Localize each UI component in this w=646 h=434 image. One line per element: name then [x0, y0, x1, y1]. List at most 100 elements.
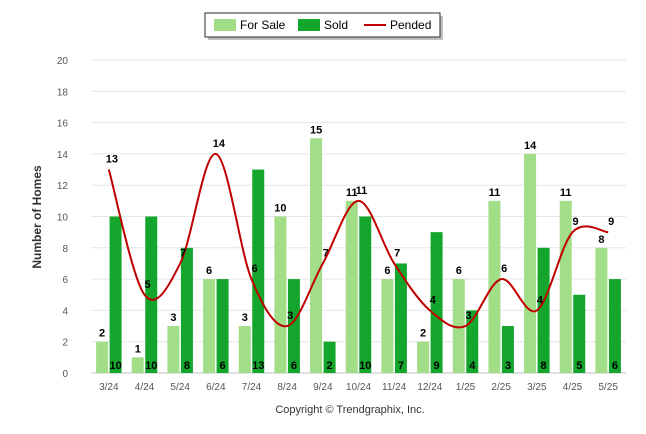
x-tick-label: 12/24 [417, 382, 442, 393]
pended-value-label: 7 [180, 247, 186, 259]
legend-label: For Sale [240, 18, 286, 32]
sold-value-label: 13 [252, 360, 264, 372]
for-sale-value-label: 11 [489, 187, 501, 199]
sold-bar [359, 216, 372, 373]
y-tick-label: 4 [62, 306, 68, 317]
pended-value-label: 9 [608, 216, 614, 228]
sold-bar [109, 216, 122, 373]
legend-label: Sold [324, 18, 348, 32]
for-sale-value-label: 8 [598, 234, 604, 246]
sold-value-label: 6 [291, 360, 297, 372]
x-tick-label: 1/25 [456, 382, 476, 393]
for-sale-value-label: 15 [310, 124, 322, 136]
for-sale-bar [345, 200, 358, 373]
sold-value-label: 8 [541, 360, 547, 372]
for-sale-value-label: 3 [170, 312, 176, 324]
sold-bar [287, 279, 300, 373]
x-tick-label: 11/24 [382, 382, 407, 393]
for-sale-value-label: 3 [242, 312, 248, 324]
x-tick-label: 2/25 [491, 382, 511, 393]
gridlines [91, 59, 626, 374]
for-sale-value-label: 10 [274, 203, 286, 215]
y-tick-label: 6 [62, 275, 68, 286]
sold-value-label: 8 [184, 360, 190, 372]
y-axis-title: Number of Homes [30, 165, 44, 269]
sold-bar [145, 216, 158, 373]
pended-line [107, 152, 609, 329]
sold-bar [608, 279, 621, 373]
legend-label: Pended [390, 18, 431, 32]
sold-bar [252, 169, 265, 373]
for-sale-bar [238, 326, 251, 373]
for-sale-value-label: 11 [560, 187, 572, 199]
for-sale-bar [417, 341, 430, 373]
legend-swatch [298, 19, 320, 31]
bars [96, 138, 621, 373]
sold-value-label: 10 [109, 360, 121, 372]
pended-value-label: 5 [144, 279, 150, 291]
sold-value-label: 10 [359, 360, 371, 372]
pended-value-label: 7 [323, 247, 329, 259]
x-tick-label: 7/24 [242, 382, 262, 393]
y-tick-label: 14 [57, 150, 69, 161]
for-sale-value-label: 1 [135, 343, 141, 355]
legend-item[interactable]: For Sale [214, 18, 286, 32]
pended-value-label: 11 [356, 185, 368, 197]
y-tick-label: 20 [57, 56, 69, 67]
for-sale-value-label: 6 [206, 265, 212, 277]
sold-value-label: 7 [398, 360, 404, 372]
x-tick-label: 3/25 [527, 382, 547, 393]
for-sale-bar [488, 200, 501, 373]
sold-value-label: 6 [612, 360, 618, 372]
x-tick-label: 5/25 [598, 382, 618, 393]
sold-bar [216, 279, 229, 373]
pended-value-label: 6 [251, 263, 257, 275]
for-sale-bar [203, 279, 216, 373]
sold-bar [501, 326, 514, 373]
x-tick-label: 10/24 [346, 382, 371, 393]
legend-swatch [214, 19, 236, 31]
y-tick-label: 8 [62, 244, 68, 255]
sold-bar [466, 310, 479, 373]
for-sale-value-label: 2 [99, 328, 105, 340]
pended-value-label: 4 [537, 294, 544, 306]
legend[interactable]: For Sale Sold Pended [204, 12, 443, 40]
y-tick-label: 12 [57, 181, 69, 192]
legend-item[interactable]: Pended [364, 18, 431, 32]
pended-value-label: 4 [430, 294, 437, 306]
for-sale-bar [131, 357, 144, 373]
legend-box [204, 12, 441, 38]
pended-value-label: 3 [287, 310, 293, 322]
y-tick-label: 2 [62, 338, 68, 349]
sold-bar [573, 294, 586, 373]
sold-bar [430, 232, 443, 373]
for-sale-bar [96, 341, 109, 373]
x-axis-ticks: 3/24 4/24 5/24 6/24 7/24 8/24 9/24 10/24 11/24 12… [99, 382, 618, 393]
x-tick-label: 3/24 [99, 382, 119, 393]
for-sale-bar [381, 279, 394, 373]
y-axis-ticks: 0 2 4 6 8 10 12 14 16 18 20 [57, 56, 69, 380]
sold-value-label: 9 [434, 360, 440, 372]
sold-value-label: 5 [576, 360, 582, 372]
y-tick-label: 0 [62, 369, 68, 380]
sold-bar [180, 247, 193, 373]
pended-series-line [107, 152, 609, 329]
sold-value-label: 4 [469, 360, 476, 372]
sold-bar [323, 341, 336, 373]
for-sale-bar [595, 247, 608, 373]
x-tick-label: 8/24 [277, 382, 297, 393]
legend-item[interactable]: Sold [298, 18, 348, 32]
x-tick-label: 9/24 [313, 382, 333, 393]
for-sale-bar [524, 153, 537, 373]
for-sale-bar [452, 279, 465, 373]
pended-value-label: 7 [394, 247, 400, 259]
for-sale-value-label: 11 [346, 187, 358, 199]
sold-value-label: 2 [327, 360, 333, 372]
for-sale-bar [167, 326, 180, 373]
for-sale-bar [310, 138, 323, 373]
sold-value-label: 10 [145, 360, 157, 372]
for-sale-bar [559, 200, 572, 373]
x-tick-label: 6/24 [206, 382, 226, 393]
